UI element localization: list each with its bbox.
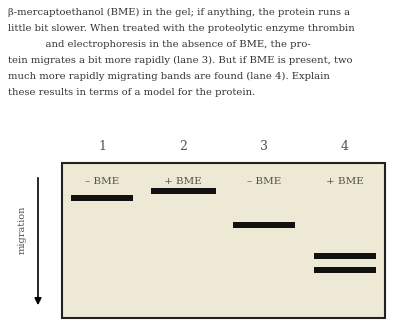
Bar xyxy=(314,253,376,259)
Text: + BME: + BME xyxy=(326,177,364,186)
Bar xyxy=(71,195,133,201)
Text: these results in terms of a model for the protein.: these results in terms of a model for th… xyxy=(8,88,255,97)
Text: 2: 2 xyxy=(179,140,187,153)
Text: – BME: – BME xyxy=(85,177,120,186)
Text: 3: 3 xyxy=(260,140,268,153)
Text: much more rapidly migrating bands are found (lane 4). Explain: much more rapidly migrating bands are fo… xyxy=(8,72,330,81)
Text: + BME: + BME xyxy=(164,177,202,186)
Text: β-mercaptoethanol (BME) in the gel; if anything, the protein runs a: β-mercaptoethanol (BME) in the gel; if a… xyxy=(8,8,350,17)
Bar xyxy=(233,222,295,228)
Bar xyxy=(151,188,216,194)
Text: – BME: – BME xyxy=(247,177,281,186)
Text: migration: migration xyxy=(18,206,26,254)
Text: and electrophoresis in the absence of BME, the pro-: and electrophoresis in the absence of BM… xyxy=(8,40,311,49)
Text: 4: 4 xyxy=(341,140,349,153)
Text: little bit slower. When treated with the proteolytic enzyme thrombin: little bit slower. When treated with the… xyxy=(8,24,355,33)
Bar xyxy=(62,163,385,318)
Bar xyxy=(314,267,376,273)
Text: 1: 1 xyxy=(98,140,106,153)
Text: tein migrates a bit more rapidly (lane 3). But if BME is present, two: tein migrates a bit more rapidly (lane 3… xyxy=(8,56,352,65)
